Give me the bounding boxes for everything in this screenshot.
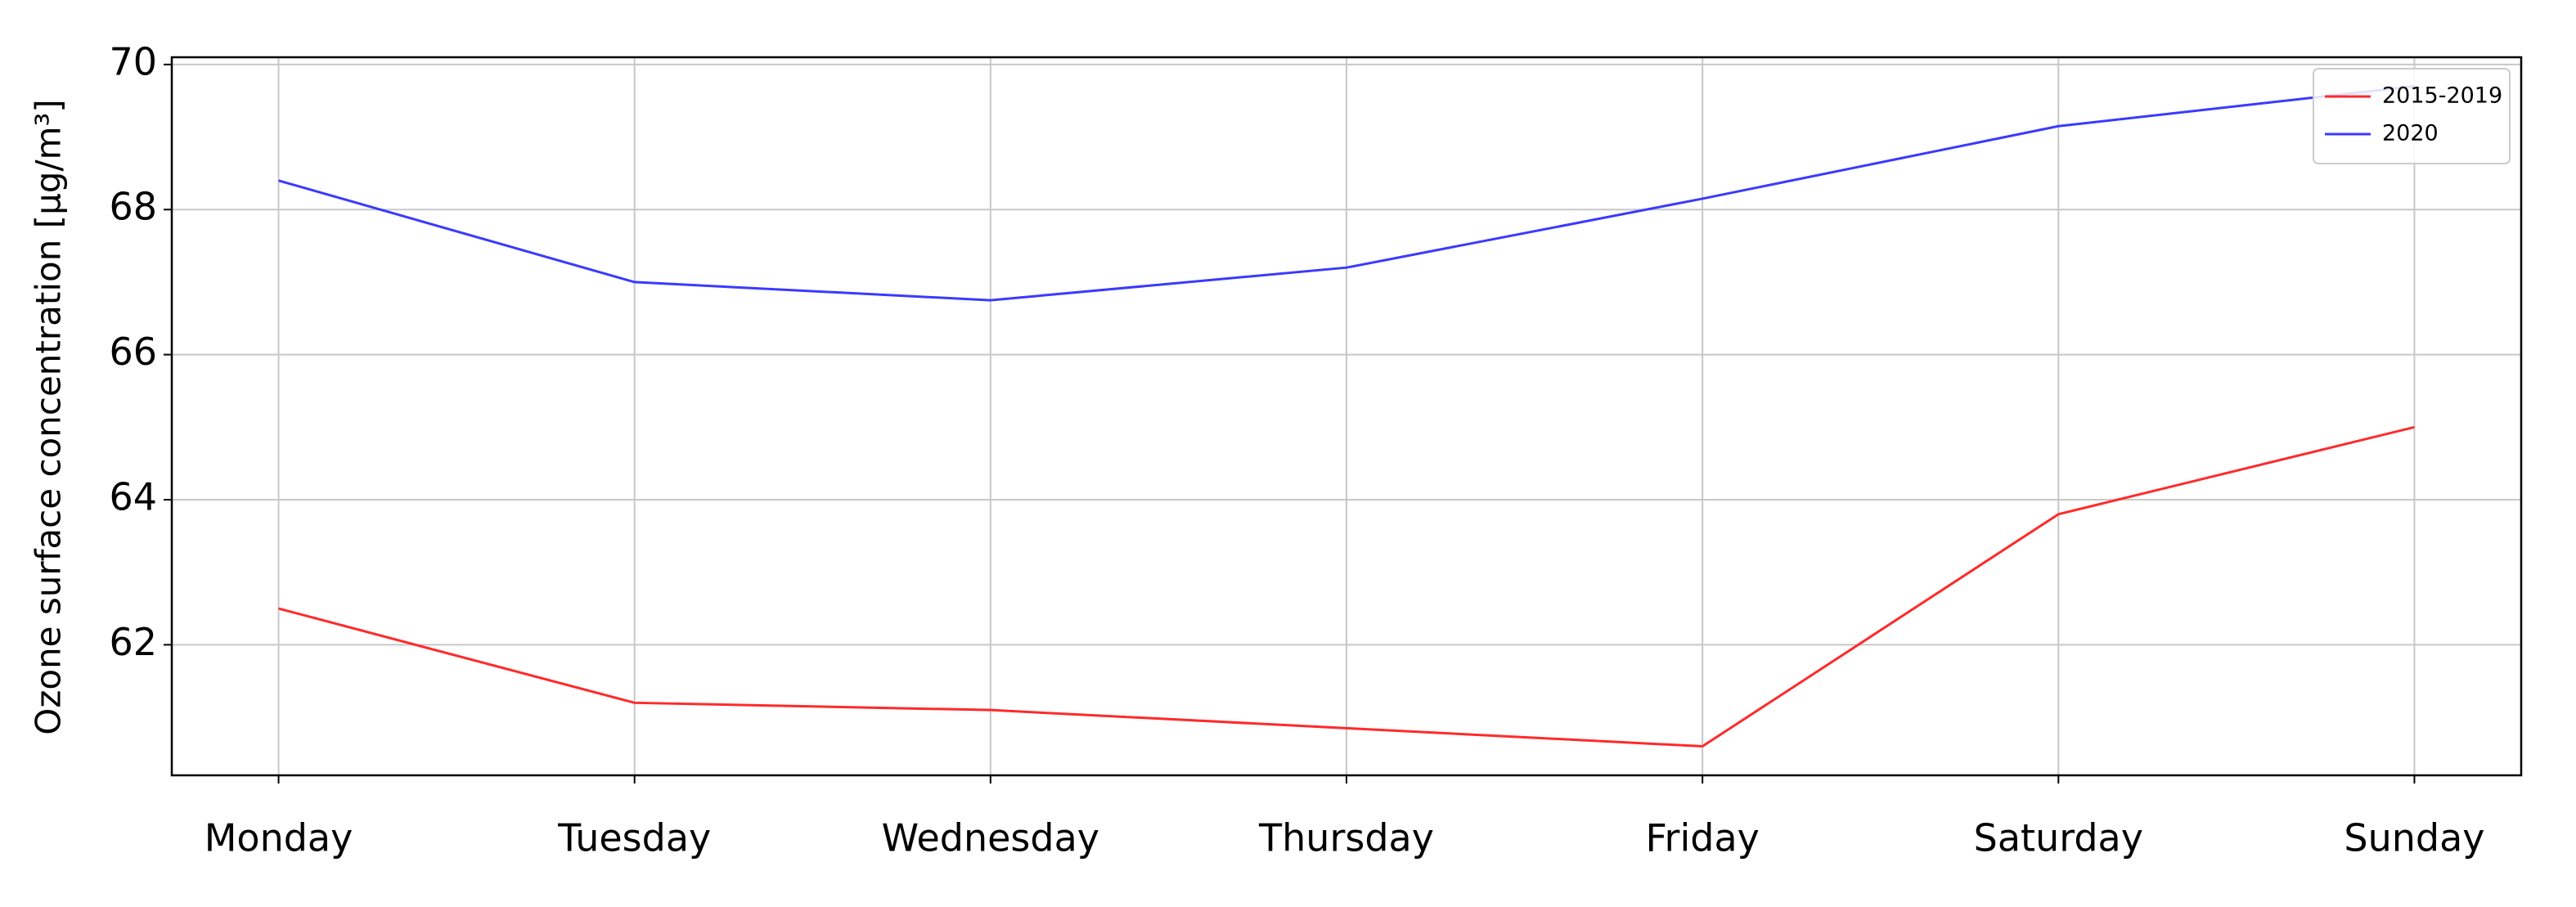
line (278, 84, 2415, 302)
x-tick-label: Monday (205, 816, 353, 860)
x-tick-label: Friday (1645, 816, 1759, 860)
line (278, 425, 2415, 748)
legend-label: 2015-2019 (2382, 83, 2502, 109)
y-tick-label: 62 (109, 620, 157, 664)
x-tick-label: Sunday (2344, 816, 2484, 860)
y-tick-label: 64 (109, 474, 157, 519)
legend-box (2313, 68, 2511, 164)
x-tick-label: Saturday (1974, 816, 2143, 860)
legend: 2015-2019 2020 (2313, 68, 2511, 164)
x-tick-label: Wednesday (882, 816, 1099, 860)
x-tick-label: Thursday (1258, 816, 1434, 860)
legend-label: 2020 (2382, 121, 2439, 146)
y-tick-label: 66 (109, 330, 157, 374)
y-tick-label: 68 (109, 185, 157, 229)
x-tick-label: Tuesday (557, 816, 711, 860)
y-axis-label: Ozone surface concentration [μg/m³] (29, 99, 69, 734)
y-tick-label: 70 (109, 39, 157, 83)
plot-frame (170, 56, 2523, 777)
